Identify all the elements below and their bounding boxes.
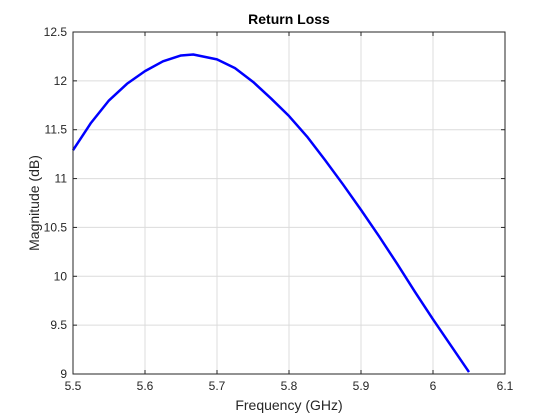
y-tick-label: 11.5 (45, 123, 68, 137)
x-tick-label: 6.1 (497, 379, 514, 393)
x-tick-labels: 5.5 5.6 5.7 5.8 5.9 6 6.1 (65, 379, 514, 393)
y-tick-label: 11 (55, 172, 68, 186)
y-tick-label: 10 (54, 269, 68, 283)
x-tick-label: 5.5 (65, 379, 82, 393)
y-tick-label: 12.5 (44, 25, 68, 39)
y-tick-label: 9 (60, 367, 67, 381)
y-tick-label: 10.5 (44, 220, 68, 234)
y-tick-labels: 9 9.5 10 10.5 11 11.5 12 12.5 (44, 25, 68, 381)
chart-title: Return Loss (248, 11, 330, 27)
x-tick-label: 5.8 (281, 379, 298, 393)
x-tick-label: 6 (430, 379, 437, 393)
y-tick-label: 12 (54, 74, 68, 88)
x-tick-label: 5.6 (137, 379, 154, 393)
series-group (71, 53, 471, 373)
x-tick-label: 5.7 (209, 379, 226, 393)
x-axis-label: Frequency (GHz) (235, 397, 342, 413)
tick-marks (72, 31, 506, 375)
x-tick-label: 5.9 (353, 379, 370, 393)
series-line (71, 53, 471, 373)
y-axis-label: Magnitude (dB) (26, 155, 42, 251)
y-tick-label: 9.5 (50, 318, 67, 332)
